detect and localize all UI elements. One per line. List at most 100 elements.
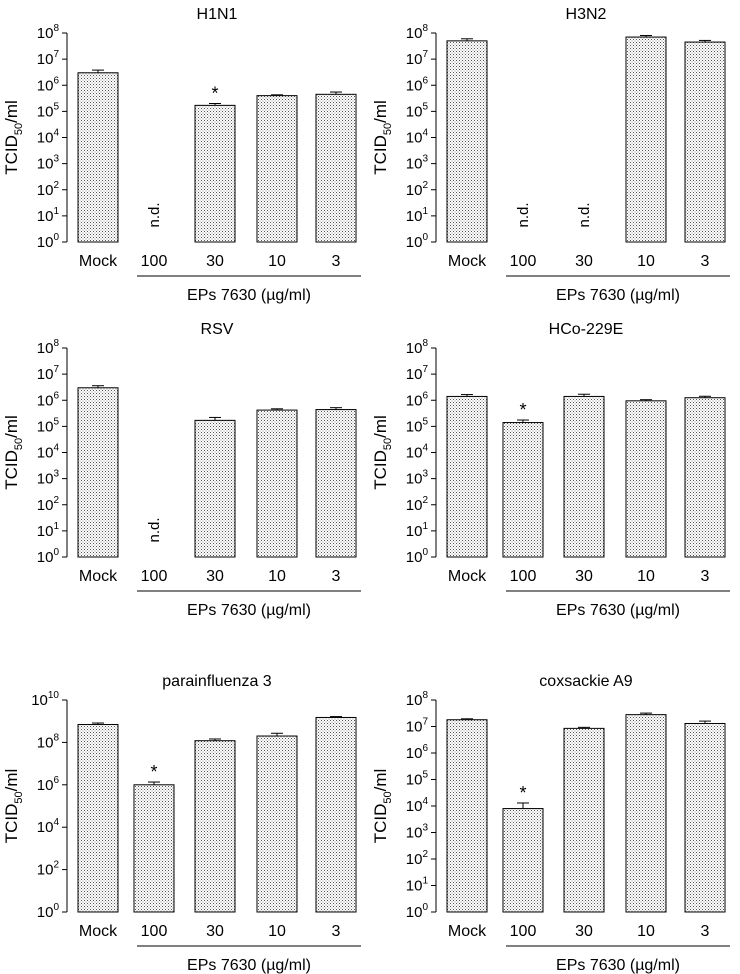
y-tick-label: 101 bbox=[406, 521, 429, 540]
y-tick-label: 101 bbox=[406, 206, 429, 225]
x-category-label: 10 bbox=[268, 923, 286, 940]
x-category-label: 3 bbox=[701, 568, 710, 585]
y-tick-label: 107 bbox=[406, 717, 429, 736]
bar-10 bbox=[625, 400, 667, 558]
y-tick-label: 108 bbox=[37, 23, 60, 42]
y-tick-label: 101 bbox=[37, 206, 60, 225]
bar-30 bbox=[194, 419, 236, 558]
y-tick-label: 106 bbox=[406, 390, 429, 409]
bar-Mock bbox=[446, 395, 488, 558]
y-tick-label: 108 bbox=[406, 690, 429, 709]
bar-3 bbox=[684, 722, 726, 913]
group-label: EPs 7630 (µg/ml) bbox=[187, 957, 311, 974]
y-tick-label: 100 bbox=[406, 902, 429, 921]
x-category-label: 30 bbox=[575, 253, 593, 270]
y-tick-label: 105 bbox=[406, 416, 429, 435]
significance-marker: * bbox=[519, 400, 526, 420]
y-axis-label: TCID50/ml bbox=[371, 769, 394, 844]
x-category-label: 3 bbox=[332, 923, 341, 940]
chart-panel-5: parainfluenza 3 100 102 104 106 108 1010 TCID50… bbox=[2, 673, 361, 974]
bar-10 bbox=[625, 714, 667, 913]
y-tick-label: 108 bbox=[406, 23, 429, 42]
x-category-label: 10 bbox=[268, 568, 286, 585]
x-category-label: 3 bbox=[701, 253, 710, 270]
x-category-label: 3 bbox=[701, 923, 710, 940]
chart-panel-3: RSV100101102103104105106107108TCID50/mlM… bbox=[2, 321, 361, 619]
not-detected-label: n.d. bbox=[146, 202, 163, 227]
not-detected-label: n.d. bbox=[146, 517, 163, 542]
y-tick-label: 101 bbox=[37, 521, 60, 540]
x-category-label: 100 bbox=[510, 253, 537, 270]
bar-3 bbox=[684, 41, 726, 243]
y-tick-label: 103 bbox=[406, 469, 429, 488]
bar-3 bbox=[315, 409, 357, 558]
y-axis-label: TCID50/ml bbox=[2, 769, 25, 844]
y-tick-label: 102 bbox=[406, 849, 429, 868]
y-tick-label: 102 bbox=[406, 495, 429, 514]
y-axis-label: TCID50/ml bbox=[2, 415, 25, 490]
chart-panel-6: coxsackie A9100101102103104105106107108T… bbox=[371, 673, 730, 974]
x-category-label: 100 bbox=[141, 923, 168, 940]
chart-title: coxsackie A9 bbox=[539, 673, 632, 690]
x-category-label: 100 bbox=[510, 923, 537, 940]
chart-title: HCo-229E bbox=[549, 321, 624, 338]
y-tick-label: 104 bbox=[406, 796, 429, 815]
y-tick-label: 106 bbox=[37, 775, 60, 794]
bar-10 bbox=[256, 95, 298, 243]
y-tick-label: 102 bbox=[37, 180, 60, 199]
chart-title: RSV bbox=[201, 321, 234, 338]
y-tick-label: 104 bbox=[37, 443, 60, 462]
x-category-label: 3 bbox=[332, 253, 341, 270]
significance-marker: * bbox=[211, 84, 218, 104]
y-tick-label: 107 bbox=[37, 364, 60, 383]
x-category-label: 10 bbox=[637, 923, 655, 940]
x-category-label: 30 bbox=[206, 568, 224, 585]
y-tick-label: 102 bbox=[37, 495, 60, 514]
bar-30 bbox=[563, 395, 605, 558]
y-tick-label: 107 bbox=[406, 49, 429, 68]
bar-30 bbox=[194, 104, 236, 243]
y-tick-label: 105 bbox=[37, 416, 60, 435]
chart-panel-1: H1N1100101102103104105106107108TCID50/ml… bbox=[2, 6, 361, 304]
significance-marker: * bbox=[150, 762, 157, 782]
x-category-label: 30 bbox=[206, 253, 224, 270]
y-tick-label: 100 bbox=[406, 547, 429, 566]
x-category-label: 10 bbox=[637, 568, 655, 585]
y-axis-label: TCID50/ml bbox=[2, 100, 25, 175]
y-tick-label: 1010 bbox=[31, 690, 59, 709]
chart-panel-2: H3N2100101102103104105106107108TCID50/ml… bbox=[371, 6, 730, 304]
x-category-label: 100 bbox=[141, 568, 168, 585]
y-tick-label: 100 bbox=[37, 547, 60, 566]
x-category-label: 30 bbox=[206, 923, 224, 940]
bar-3 bbox=[684, 397, 726, 558]
bar-10 bbox=[625, 36, 667, 243]
bar-Mock bbox=[446, 719, 488, 913]
x-category-label: Mock bbox=[79, 923, 118, 940]
bar-Mock bbox=[446, 40, 488, 243]
y-tick-label: 104 bbox=[37, 128, 60, 147]
y-tick-label: 100 bbox=[37, 232, 60, 251]
y-tick-label: 107 bbox=[37, 49, 60, 68]
group-label: EPs 7630 (µg/ml) bbox=[556, 602, 680, 619]
x-category-label: 10 bbox=[268, 253, 286, 270]
group-label: EPs 7630 (µg/ml) bbox=[556, 957, 680, 974]
y-tick-label: 105 bbox=[406, 101, 429, 120]
y-tick-label: 100 bbox=[37, 902, 60, 921]
bar-Mock bbox=[77, 72, 119, 243]
y-tick-label: 104 bbox=[406, 128, 429, 147]
y-tick-label: 103 bbox=[37, 154, 60, 173]
not-detected-label: n.d. bbox=[515, 202, 532, 227]
chart-title: parainfluenza 3 bbox=[162, 673, 272, 690]
y-axis-label: TCID50/ml bbox=[371, 100, 394, 175]
bar-Mock bbox=[77, 387, 119, 558]
y-tick-label: 106 bbox=[406, 743, 429, 762]
y-tick-label: 100 bbox=[406, 232, 429, 251]
x-category-label: Mock bbox=[79, 568, 118, 585]
bar-30 bbox=[194, 740, 236, 913]
y-tick-label: 106 bbox=[406, 75, 429, 94]
bar-10 bbox=[256, 409, 298, 558]
y-tick-label: 101 bbox=[406, 876, 429, 895]
not-detected-label: n.d. bbox=[576, 202, 593, 227]
y-axis-label: TCID50/ml bbox=[371, 415, 394, 490]
